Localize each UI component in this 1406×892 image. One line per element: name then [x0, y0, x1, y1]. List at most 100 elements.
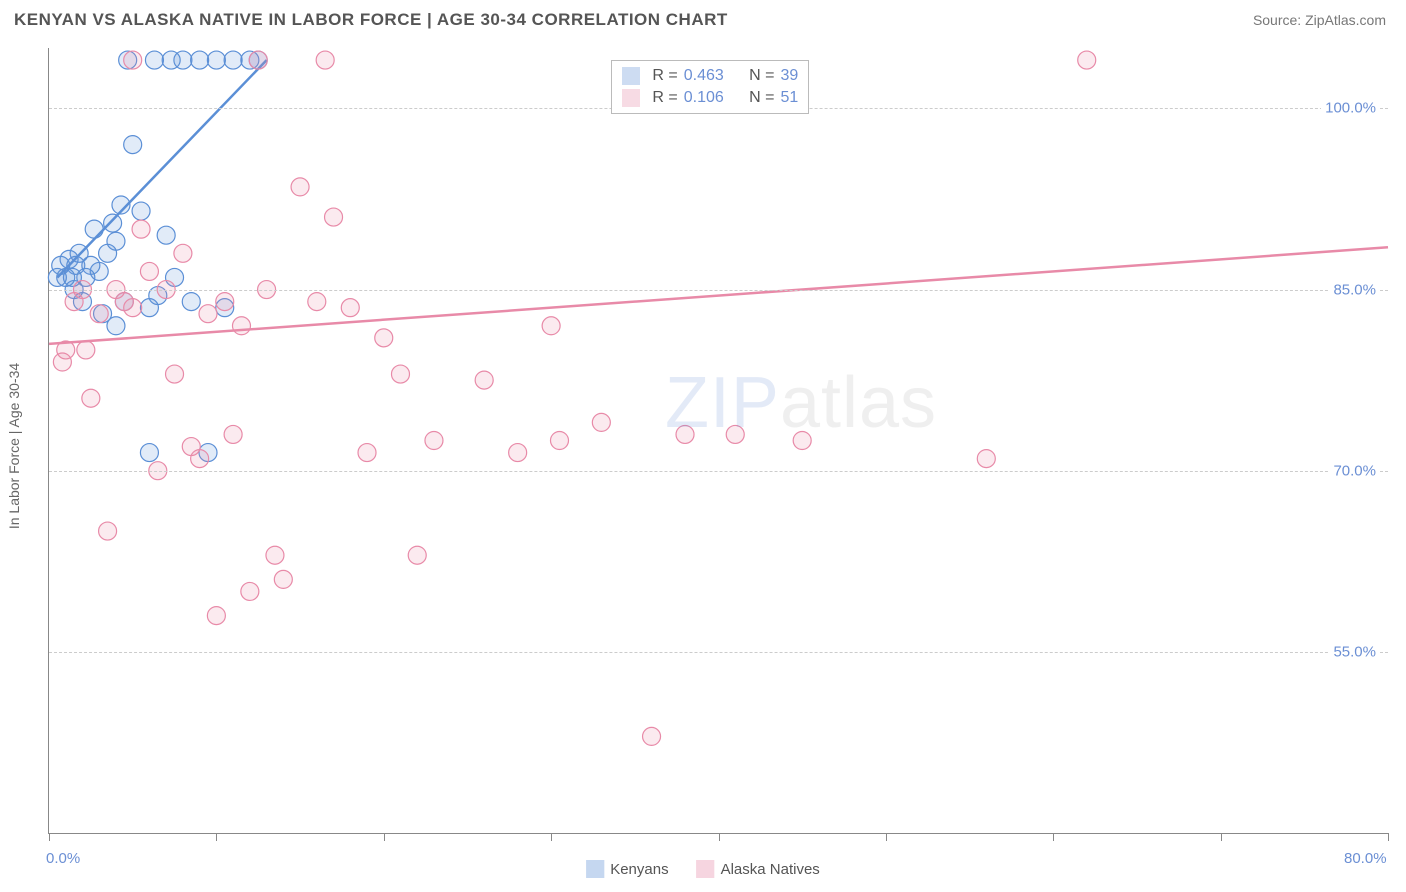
legend: Kenyans Alaska Natives: [586, 860, 820, 878]
y-axis-label: In Labor Force | Age 30-34: [6, 363, 22, 529]
plot-svg: [49, 48, 1388, 833]
data-point: [325, 208, 343, 226]
trend-line: [57, 60, 266, 277]
legend-label: Alaska Natives: [721, 861, 820, 878]
x-tick: [49, 833, 50, 841]
data-point: [207, 51, 225, 69]
data-point: [107, 232, 125, 250]
data-point: [224, 51, 242, 69]
data-point: [643, 727, 661, 745]
stats-box: R = 0.463 N = 39R = 0.106 N = 51: [611, 60, 809, 114]
data-point: [132, 202, 150, 220]
data-point: [166, 365, 184, 383]
data-point: [291, 178, 309, 196]
data-point: [82, 389, 100, 407]
data-point: [182, 293, 200, 311]
series-swatch: [622, 67, 640, 85]
data-point: [726, 425, 744, 443]
data-point: [191, 450, 209, 468]
data-point: [241, 582, 259, 600]
data-point: [104, 214, 122, 232]
stat-label: N =: [749, 67, 774, 85]
data-point: [408, 546, 426, 564]
gridline: [49, 471, 1388, 472]
y-tick-label: 85.0%: [1329, 281, 1380, 298]
legend-swatch: [697, 860, 715, 878]
x-tick: [1053, 833, 1054, 841]
x-tick: [719, 833, 720, 841]
y-tick-label: 100.0%: [1321, 100, 1380, 117]
stat-n-value: 39: [780, 67, 798, 85]
legend-item: Alaska Natives: [697, 860, 820, 878]
data-point: [793, 432, 811, 450]
legend-swatch: [586, 860, 604, 878]
data-point: [124, 51, 142, 69]
data-point: [174, 51, 192, 69]
stats-row: R = 0.106 N = 51: [622, 87, 798, 109]
data-point: [99, 522, 117, 540]
data-point: [216, 293, 234, 311]
x-tick-label: 80.0%: [1344, 850, 1387, 867]
data-point: [174, 244, 192, 262]
data-point: [358, 444, 376, 462]
chart-header: KENYAN VS ALASKA NATIVE IN LABOR FORCE |…: [0, 0, 1406, 36]
data-point: [316, 51, 334, 69]
stat-r-value: 0.106: [684, 89, 724, 107]
stat-label: N =: [749, 89, 774, 107]
y-tick-label: 70.0%: [1329, 462, 1380, 479]
data-point: [77, 341, 95, 359]
source-attribution: Source: ZipAtlas.com: [1253, 12, 1386, 28]
data-point: [249, 51, 267, 69]
data-point: [341, 299, 359, 317]
x-tick: [216, 833, 217, 841]
data-point: [53, 353, 71, 371]
legend-label: Kenyans: [610, 861, 668, 878]
trend-line: [49, 247, 1388, 344]
x-tick: [551, 833, 552, 841]
data-point: [107, 317, 125, 335]
stat-n-value: 51: [780, 89, 798, 107]
data-point: [375, 329, 393, 347]
data-point: [140, 262, 158, 280]
data-point: [391, 365, 409, 383]
data-point: [592, 413, 610, 431]
series-swatch: [622, 89, 640, 107]
data-point: [199, 305, 217, 323]
legend-item: Kenyans: [586, 860, 668, 878]
data-point: [90, 305, 108, 323]
data-point: [425, 432, 443, 450]
data-point: [509, 444, 527, 462]
data-point: [90, 262, 108, 280]
data-point: [977, 450, 995, 468]
data-point: [132, 220, 150, 238]
x-tick: [1388, 833, 1389, 841]
x-tick: [1221, 833, 1222, 841]
data-point: [145, 51, 163, 69]
data-point: [232, 317, 250, 335]
x-tick-label: 0.0%: [46, 850, 80, 867]
stats-row: R = 0.463 N = 39: [622, 65, 798, 87]
data-point: [1078, 51, 1096, 69]
stat-r-value: 0.463: [684, 67, 724, 85]
data-point: [266, 546, 284, 564]
gridline: [49, 290, 1388, 291]
data-point: [85, 220, 103, 238]
data-point: [308, 293, 326, 311]
data-point: [207, 607, 225, 625]
data-point: [475, 371, 493, 389]
data-point: [124, 136, 142, 154]
stat-label: R =: [652, 67, 677, 85]
scatter-chart: 55.0%70.0%85.0%100.0%R = 0.463 N = 39R =…: [48, 48, 1388, 834]
y-tick-label: 55.0%: [1329, 643, 1380, 660]
gridline: [49, 652, 1388, 653]
data-point: [140, 444, 158, 462]
data-point: [550, 432, 568, 450]
chart-title: KENYAN VS ALASKA NATIVE IN LABOR FORCE |…: [14, 10, 728, 30]
data-point: [224, 425, 242, 443]
data-point: [191, 51, 209, 69]
x-tick: [384, 833, 385, 841]
x-tick: [886, 833, 887, 841]
data-point: [676, 425, 694, 443]
stat-label: R =: [652, 89, 677, 107]
data-point: [157, 226, 175, 244]
